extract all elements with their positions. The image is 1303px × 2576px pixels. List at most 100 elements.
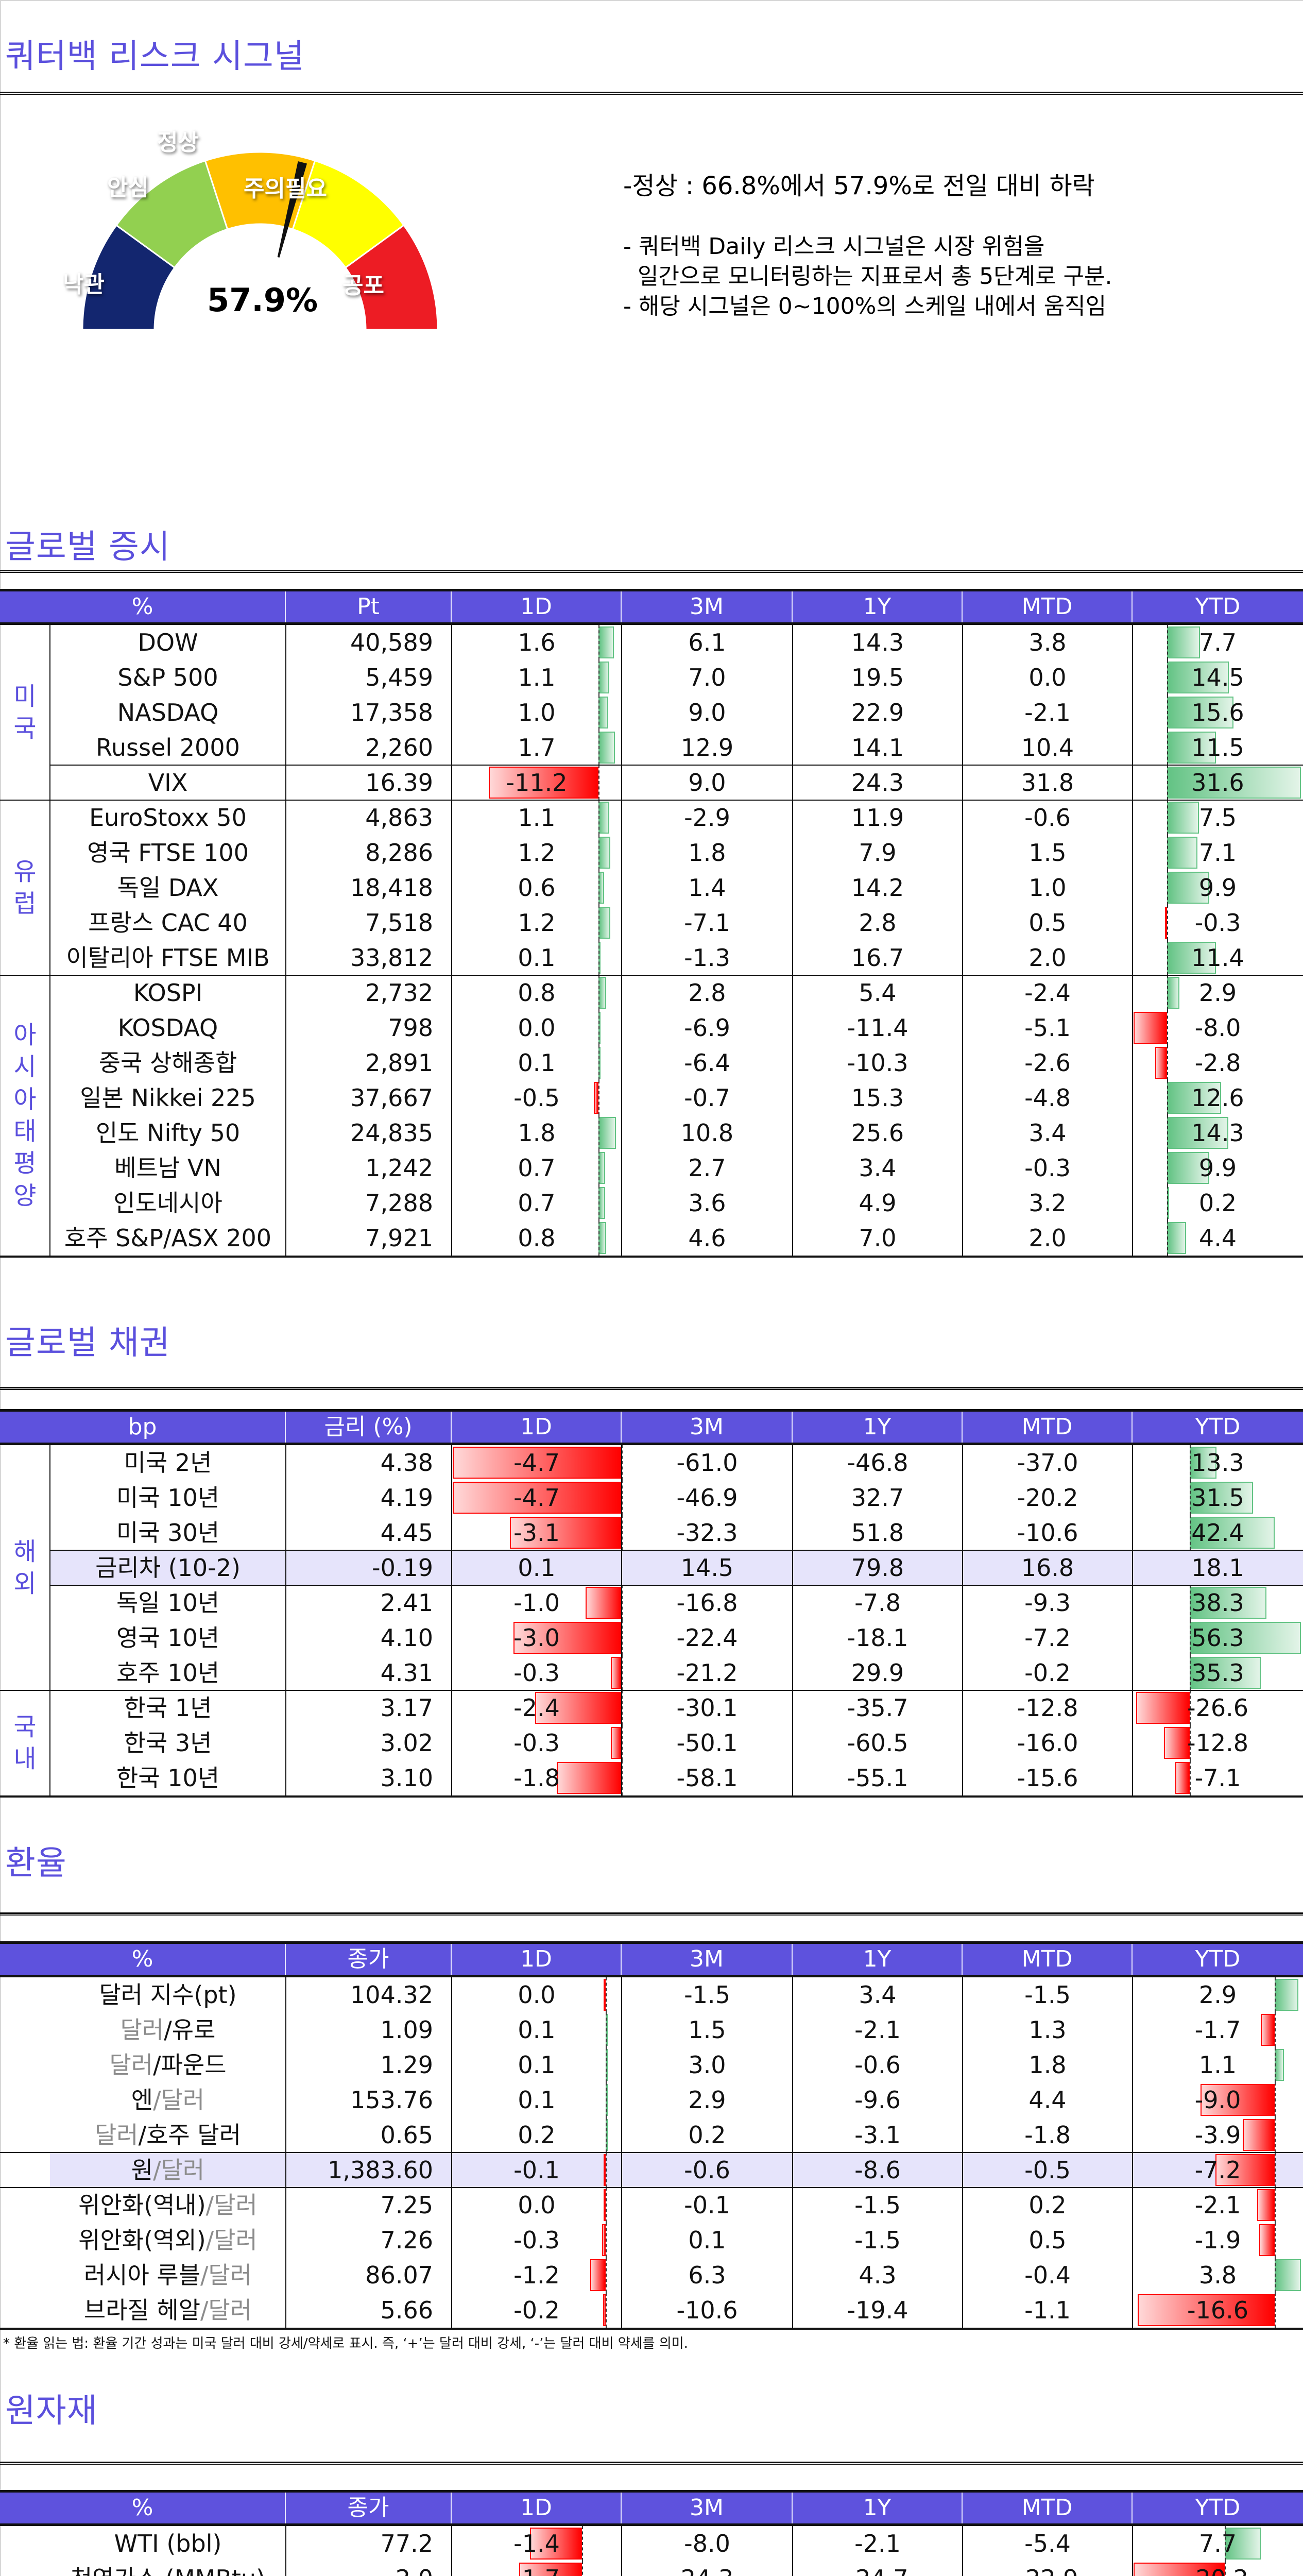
column-header-YTD[interactable]: YTD xyxy=(1195,1414,1241,1440)
table-row[interactable]: 러시아 루블/달러 86.07 -1.2 6.3 4.3 -0.4 3.8 xyxy=(50,2258,1303,2293)
cell-value: 8,286 xyxy=(365,839,433,867)
table-row[interactable]: 달러 지수(pt) 104.32 0.0 -1.5 3.4 -1.5 2.9 xyxy=(50,1977,1303,2012)
table-row[interactable]: 엔/달러 153.76 0.1 2.9 -9.6 4.4 -9.0 xyxy=(50,2082,1303,2117)
table-row[interactable]: 한국 1년 3.17 -2.4 -30.1 -35.7 -12.8 -26.6 xyxy=(50,1690,1303,1725)
bar-axis xyxy=(606,2223,607,2258)
cell-m3: -58.1 xyxy=(676,1764,738,1792)
table-row[interactable]: 미국 30년 4.45 -3.1 -32.3 51.8 -10.6 42.4 xyxy=(50,1515,1303,1550)
bar-axis xyxy=(1190,1585,1191,1620)
column-header--1[interactable]: 종가 xyxy=(286,1944,452,1975)
column-header-bp[interactable]: bp xyxy=(0,1412,286,1443)
column-header-1D[interactable]: 1D xyxy=(452,1944,622,1975)
column-header-MTD[interactable]: MTD xyxy=(963,591,1133,622)
table-row[interactable]: DOW 40,589 1.6 6.1 14.3 3.8 7.7 xyxy=(50,625,1303,660)
cell-ytd: 2.9 xyxy=(1198,1981,1237,2009)
cell-ytd: 7.7 xyxy=(1198,629,1237,656)
cell-value: 17,358 xyxy=(350,699,433,726)
table-row[interactable]: VIX 16.39 -11.2 9.0 24.3 31.8 31.6 xyxy=(50,765,1303,800)
table-row[interactable]: 호주 10년 4.31 -0.3 -21.2 29.9 -0.2 35.3 xyxy=(50,1655,1303,1690)
group-label-char: 내 xyxy=(13,1744,37,1773)
table-row[interactable]: S&P 500 5,459 1.1 7.0 19.5 0.0 14.5 xyxy=(50,660,1303,695)
cell-d1: -0.3 xyxy=(513,2226,560,2254)
bar-axis xyxy=(1190,1760,1191,1795)
table-row[interactable]: 이탈리아 FTSE MIB 33,812 0.1 -1.3 16.7 2.0 11.4 xyxy=(50,940,1303,975)
column-header--0[interactable]: % xyxy=(0,2493,286,2523)
bar-axis xyxy=(598,870,599,905)
column-header-1D[interactable]: 1D xyxy=(452,2493,622,2523)
table-row[interactable]: KOSDAQ 798 0.0 -6.9 -11.4 -5.1 -8.0 xyxy=(50,1010,1303,1045)
column-header-1Y[interactable]: 1Y xyxy=(793,1944,963,1975)
gauge-label-caution: 주의필요 xyxy=(244,176,327,202)
table-row[interactable]: 위안화(역외)/달러 7.26 -0.3 0.1 -1.5 0.5 -1.9 xyxy=(50,2223,1303,2258)
table-row[interactable]: 중국 상해종합 2,891 0.1 -6.4 -10.3 -2.6 -2.8 xyxy=(50,1045,1303,1080)
cell-mtd: -7.2 xyxy=(1024,1624,1071,1652)
table-row[interactable]: 영국 10년 4.10 -3.0 -22.4 -18.1 -7.2 56.3 xyxy=(50,1620,1303,1655)
column-header-YTD[interactable]: YTD xyxy=(1195,1946,1241,1972)
column-header-1D[interactable]: 1D xyxy=(452,1412,622,1443)
table-row[interactable]: 호주 S&P/ASX 200 7,921 0.8 4.6 7.0 2.0 4.4 xyxy=(50,1221,1303,1256)
table-row[interactable]: KOSPI 2,732 0.8 2.8 5.4 -2.4 2.9 xyxy=(50,975,1303,1010)
table-row[interactable]: 한국 10년 3.10 -1.8 -58.1 -55.1 -15.6 -7.1 xyxy=(50,1760,1303,1795)
gauge-segment-fear xyxy=(344,224,439,330)
column-header-1D[interactable]: 1D xyxy=(452,591,622,622)
cell-mtd: -0.4 xyxy=(1024,2261,1071,2289)
cell-value: 33,812 xyxy=(350,944,433,972)
table-row[interactable]: 달러/유로 1.09 0.1 1.5 -2.1 1.3 -1.7 xyxy=(50,2012,1303,2047)
table-row[interactable]: 프랑스 CAC 40 7,518 1.2 -7.1 2.8 0.5 -0.3 xyxy=(50,905,1303,940)
column-header--0[interactable]: % xyxy=(0,591,286,622)
column-header-1Y[interactable]: 1Y xyxy=(793,591,963,622)
column-header-MTD[interactable]: MTD xyxy=(963,2493,1133,2523)
column-header--0[interactable]: % xyxy=(0,1944,286,1975)
column-header--1[interactable]: 종가 xyxy=(286,2493,452,2523)
column-divider xyxy=(451,1445,452,1795)
column-header-MTD[interactable]: MTD xyxy=(963,1412,1133,1443)
table-row[interactable]: 인도 Nifty 50 24,835 1.8 10.8 25.6 3.4 14.3 xyxy=(50,1115,1303,1150)
bar-axis xyxy=(1275,2047,1276,2082)
table-row[interactable]: 위안화(역내)/달러 7.25 0.0 -0.1 -1.5 0.2 -2.1 xyxy=(50,2188,1303,2223)
row-name-part: 러시아 루블 xyxy=(83,2261,201,2289)
column-header-3M[interactable]: 3M xyxy=(622,2493,793,2523)
table-row[interactable]: WTI (bbl) 77.2 -1.4 -8.0 -2.1 -5.4 7.7 xyxy=(50,2526,1303,2561)
negative-data-bar xyxy=(604,2154,606,2186)
column-header-1Y[interactable]: 1Y xyxy=(793,2493,963,2523)
fx-title-divider xyxy=(0,1912,1303,1916)
table-row[interactable]: 미국 10년 4.19 -4.7 -46.9 32.7 -20.2 31.5 xyxy=(50,1480,1303,1515)
bar-axis xyxy=(622,1445,623,1480)
table-row[interactable]: 한국 3년 3.02 -0.3 -50.1 -60.5 -16.0 -12.8 xyxy=(50,1725,1303,1760)
cell-mtd: -16.0 xyxy=(1017,1729,1078,1757)
table-row[interactable]: 미국 2년 4.38 -4.7 -61.0 -46.8 -37.0 13.3 xyxy=(50,1445,1303,1480)
table-row[interactable]: 독일 DAX 18,418 0.6 1.4 14.2 1.0 9.9 xyxy=(50,870,1303,905)
column-header-Pt[interactable]: Pt xyxy=(286,591,452,622)
table-row[interactable]: 브라질 헤알/달러 5.66 -0.2 -10.6 -19.4 -1.1 -16.6 xyxy=(50,2293,1303,2328)
table-row[interactable]: EuroStoxx 50 4,863 1.1 -2.9 11.9 -0.6 7.5 xyxy=(50,800,1303,835)
table-row[interactable]: 독일 10년 2.41 -1.0 -16.8 -7.8 -9.3 38.3 xyxy=(50,1585,1303,1620)
table-row[interactable]: 달러/파운드 1.29 0.1 3.0 -0.6 1.8 1.1 xyxy=(50,2047,1303,2082)
column-header-MTD[interactable]: MTD xyxy=(963,1944,1133,1975)
table-row[interactable]: 일본 Nikkei 225 37,667 -0.5 -0.7 15.3 -4.8 12.6 xyxy=(50,1080,1303,1115)
table-row[interactable]: Russel 2000 2,260 1.7 12.9 14.1 10.4 11.5 xyxy=(50,730,1303,765)
table-row[interactable]: NASDAQ 17,358 1.0 9.0 22.9 -2.1 15.6 xyxy=(50,695,1303,730)
column-header-3M[interactable]: 3M xyxy=(622,1944,793,1975)
cell-y1: 51.8 xyxy=(851,1519,904,1547)
table-row[interactable]: 인도네시아 7,288 0.7 3.6 4.9 3.2 0.2 xyxy=(50,1185,1303,1221)
table-row[interactable]: 달러/호주 달러 0.65 0.2 0.2 -3.1 -1.8 -3.9 xyxy=(50,2117,1303,2153)
cell-mtd: 0.2 xyxy=(1028,2191,1067,2219)
column-header--1[interactable]: 금리 (%) xyxy=(286,1412,452,1443)
cell-d1: 0.2 xyxy=(518,2121,556,2149)
column-header-3M[interactable]: 3M xyxy=(622,591,793,622)
column-header-YTD[interactable]: YTD xyxy=(1195,2495,1241,2521)
equity-table-header: % Pt 1D 3M 1Y MTD YTD xyxy=(0,589,1303,625)
column-header-3M[interactable]: 3M xyxy=(622,1412,793,1443)
table-row[interactable]: 원/달러 1,383.60 -0.1 -0.6 -8.6 -0.5 -7.2 xyxy=(50,2153,1303,2188)
cell-mtd: -0.3 xyxy=(1024,1154,1071,1182)
row-name-part: /달러 xyxy=(200,2296,252,2324)
cell-name: 영국 10년 xyxy=(116,1624,220,1652)
column-header-YTD[interactable]: YTD xyxy=(1195,594,1241,620)
table-row[interactable]: 영국 FTSE 100 8,286 1.2 1.8 7.9 1.5 7.1 xyxy=(50,835,1303,870)
table-row[interactable]: 천연가스 (MMBtu)2.0-1.724.3-24.7-22.9-20.2 xyxy=(50,2561,1303,2576)
column-header-1Y[interactable]: 1Y xyxy=(793,1412,963,1443)
bar-axis xyxy=(622,1655,623,1690)
table-row[interactable]: 베트남 VN 1,242 0.7 2.7 3.4 -0.3 9.9 xyxy=(50,1150,1303,1185)
table-row[interactable]: 금리차 (10-2) -0.19 0.1 14.5 79.8 16.8 18.1 xyxy=(50,1550,1303,1585)
bar-axis xyxy=(598,975,599,1010)
